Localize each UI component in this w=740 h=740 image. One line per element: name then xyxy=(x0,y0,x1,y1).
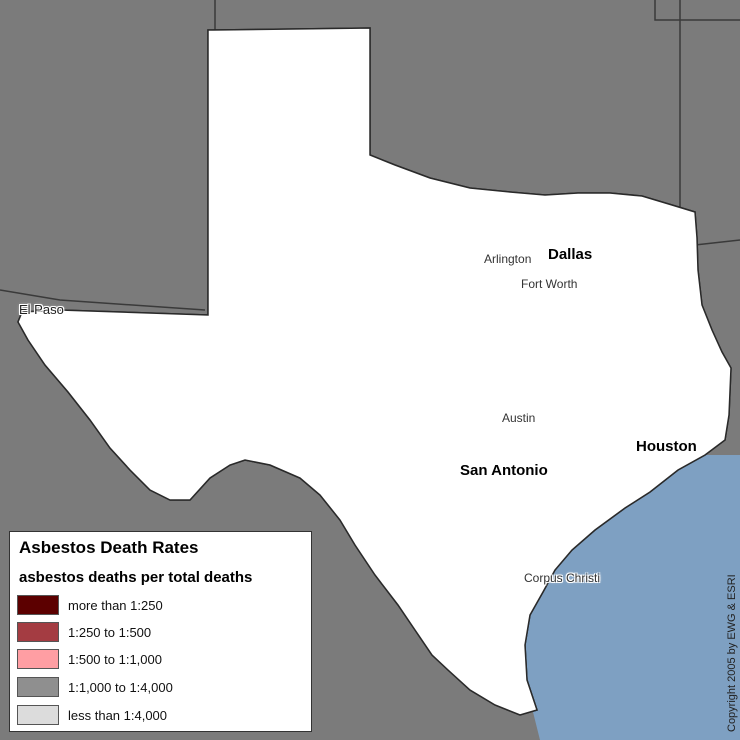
city-label-dallas: Dallas xyxy=(548,246,593,263)
legend-title: Asbestos Death Rates xyxy=(19,538,199,557)
legend-item-more-than-250: more than 1:250 xyxy=(17,595,297,617)
copyright-text: Copyright 2005 by EWG & ESRI xyxy=(726,574,738,732)
legend-item-250-to-500: 1:250 to 1:500 xyxy=(17,622,297,644)
legend-label: less than 1:4,000 xyxy=(68,708,168,723)
legend-label: 1:500 to 1:1,000 xyxy=(68,652,162,667)
legend-swatch xyxy=(17,649,59,669)
state-borders xyxy=(0,0,740,311)
city-label-arlington: Arlington xyxy=(484,252,532,266)
legend-swatch xyxy=(17,622,59,642)
legend-item-less-than-4000: less than 1:4,000 xyxy=(17,705,297,727)
legend-label: 1:250 to 1:500 xyxy=(68,625,152,640)
legend-swatch xyxy=(17,595,59,615)
legend-item-500-to-1000: 1:500 to 1:1,000 xyxy=(17,649,297,671)
city-label-fort-worth: Fort Worth xyxy=(521,277,578,291)
city-label-el-paso: El Paso xyxy=(19,302,64,317)
legend-swatch xyxy=(17,677,59,697)
map-legend: Asbestos Death Rates asbestos deaths per… xyxy=(9,531,312,732)
city-label-austin: Austin xyxy=(502,411,536,425)
legend-swatch xyxy=(17,705,59,725)
city-label-corpus-christi: Corpus Christi xyxy=(524,571,601,585)
city-label-san-antonio: San Antonio xyxy=(460,462,548,479)
legend-item-1000-to-4000: 1:1,000 to 1:4,000 xyxy=(17,677,297,699)
city-label-houston: Houston xyxy=(636,438,697,455)
legend-label: more than 1:250 xyxy=(68,598,163,613)
gulf-of-mexico xyxy=(520,455,740,740)
legend-label: 1:1,000 to 1:4,000 xyxy=(68,680,173,695)
legend-subtitle: asbestos deaths per total deaths xyxy=(19,569,253,586)
